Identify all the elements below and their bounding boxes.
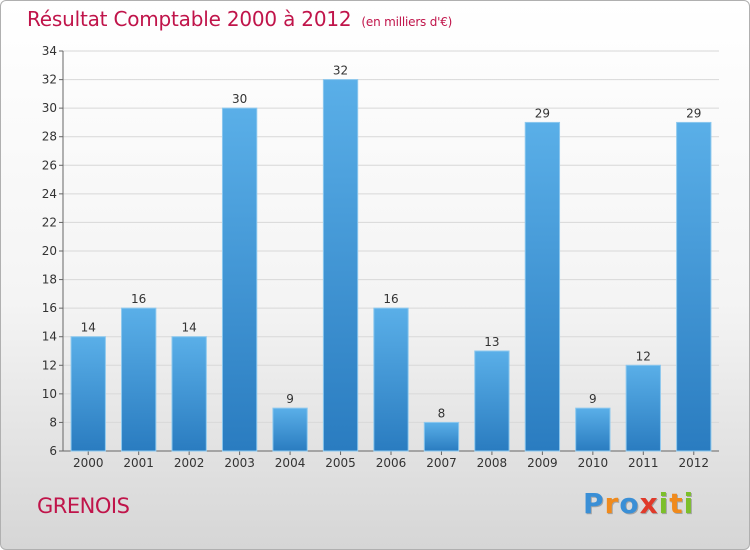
data-label: 29 <box>686 106 701 120</box>
proxiti-logo[interactable]: Proxiti <box>583 487 694 520</box>
y-tick-label: 16 <box>42 301 57 315</box>
bar <box>423 421 460 452</box>
x-tick-label: 2007 <box>426 456 457 470</box>
logo-letter: i <box>658 487 670 520</box>
data-label: 14 <box>182 321 197 335</box>
logo-letter: o <box>619 487 640 520</box>
logo-letter: i <box>683 487 695 520</box>
data-label: 13 <box>484 335 499 349</box>
x-tick-label: 2012 <box>678 456 709 470</box>
bar <box>322 79 359 452</box>
y-tick-label: 26 <box>42 158 57 172</box>
data-label: 12 <box>636 349 651 363</box>
x-tick-label: 2003 <box>224 456 255 470</box>
y-tick-label: 28 <box>42 130 57 144</box>
bar <box>121 307 157 452</box>
y-tick-label: 12 <box>42 358 57 372</box>
bar <box>575 407 611 452</box>
data-label: 14 <box>81 321 96 335</box>
data-label: 8 <box>438 406 446 420</box>
y-tick-label: 20 <box>42 244 57 258</box>
x-tick-label: 2005 <box>325 456 356 470</box>
bar <box>221 107 258 452</box>
bar <box>524 121 561 452</box>
data-label: 9 <box>589 392 597 406</box>
bar <box>171 336 207 452</box>
x-tick-label: 2009 <box>527 456 558 470</box>
logo-letter: r <box>604 487 620 520</box>
logo-letter: P <box>583 487 605 520</box>
logo-letter: t <box>669 487 684 520</box>
chart-title-text: Résultat Comptable 2000 à 2012 <box>27 7 352 31</box>
x-tick-label: 2004 <box>275 456 306 470</box>
bar <box>70 336 106 452</box>
y-tick-label: 14 <box>42 330 57 344</box>
chart-subtitle: (en milliers d'€) <box>361 15 453 29</box>
x-tick-label: 2008 <box>477 456 508 470</box>
y-tick-label: 22 <box>42 215 57 229</box>
data-label: 9 <box>286 392 294 406</box>
data-label: 16 <box>383 292 398 306</box>
y-tick-label: 30 <box>42 101 57 115</box>
y-tick-label: 10 <box>42 387 57 401</box>
y-tick-label: 6 <box>49 444 57 458</box>
y-tick-label: 34 <box>42 44 57 58</box>
x-tick-label: 2001 <box>123 456 154 470</box>
bar <box>373 307 409 452</box>
x-tick-label: 2006 <box>376 456 407 470</box>
x-tick-label: 2010 <box>578 456 609 470</box>
data-label: 32 <box>333 64 348 78</box>
place-name: GRENOIS <box>37 494 130 518</box>
data-label: 29 <box>535 106 550 120</box>
bar <box>676 121 712 452</box>
bar <box>625 364 661 452</box>
x-tick-label: 2000 <box>73 456 104 470</box>
y-tick-label: 18 <box>42 273 57 287</box>
y-tick-label: 8 <box>49 415 57 429</box>
logo-letter: x <box>639 487 659 520</box>
data-label: 30 <box>232 92 247 106</box>
x-tick-label: 2011 <box>628 456 659 470</box>
bar <box>272 407 308 452</box>
chart-title: Résultat Comptable 2000 à 2012 (en millie… <box>27 7 452 31</box>
y-tick-label: 32 <box>42 73 57 87</box>
y-tick-label: 24 <box>42 187 57 201</box>
bar <box>474 350 510 452</box>
x-tick-label: 2002 <box>174 456 205 470</box>
data-label: 16 <box>131 292 146 306</box>
